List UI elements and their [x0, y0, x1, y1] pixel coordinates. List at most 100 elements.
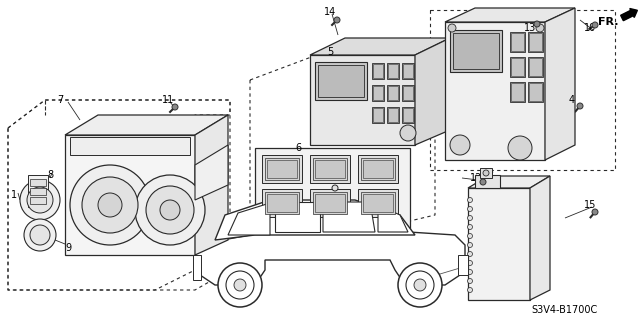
- Bar: [403, 64, 413, 78]
- Circle shape: [30, 225, 50, 245]
- Polygon shape: [415, 38, 450, 145]
- Bar: [318, 65, 364, 97]
- Text: 7: 7: [57, 95, 63, 105]
- Polygon shape: [310, 38, 450, 55]
- Ellipse shape: [467, 278, 472, 284]
- Ellipse shape: [467, 269, 472, 275]
- Text: 11: 11: [162, 95, 174, 105]
- Bar: [453, 33, 499, 69]
- Ellipse shape: [467, 243, 472, 247]
- Polygon shape: [378, 205, 408, 232]
- Circle shape: [450, 135, 470, 155]
- Circle shape: [483, 170, 489, 176]
- Bar: [30, 179, 46, 186]
- Bar: [511, 83, 524, 101]
- Bar: [388, 108, 398, 122]
- Text: 2: 2: [487, 170, 493, 180]
- Bar: [262, 189, 302, 217]
- Bar: [363, 160, 393, 178]
- Text: 13: 13: [524, 23, 536, 33]
- Bar: [255, 148, 410, 230]
- Bar: [70, 137, 190, 155]
- Bar: [387, 107, 399, 123]
- Bar: [402, 63, 414, 79]
- Ellipse shape: [467, 234, 472, 238]
- Polygon shape: [310, 55, 415, 145]
- Bar: [529, 58, 542, 76]
- Circle shape: [536, 24, 544, 32]
- Bar: [315, 194, 345, 212]
- Ellipse shape: [467, 252, 472, 257]
- Bar: [511, 58, 524, 76]
- Circle shape: [334, 17, 340, 23]
- Bar: [265, 192, 299, 214]
- Bar: [358, 155, 398, 183]
- Bar: [361, 158, 395, 180]
- Ellipse shape: [467, 260, 472, 266]
- Text: 14: 14: [324, 7, 336, 17]
- Bar: [363, 194, 393, 212]
- Text: 12: 12: [470, 173, 482, 183]
- Bar: [265, 158, 299, 180]
- Bar: [511, 33, 524, 51]
- Text: 10: 10: [584, 23, 596, 33]
- Circle shape: [400, 125, 416, 141]
- Circle shape: [24, 219, 56, 251]
- Circle shape: [508, 136, 532, 160]
- Bar: [480, 168, 492, 178]
- Circle shape: [20, 180, 60, 220]
- Circle shape: [414, 279, 426, 291]
- Bar: [310, 189, 350, 217]
- Bar: [373, 108, 383, 122]
- Bar: [528, 32, 543, 52]
- Polygon shape: [215, 200, 415, 240]
- Circle shape: [592, 209, 598, 215]
- Bar: [313, 158, 347, 180]
- Bar: [403, 108, 413, 122]
- Bar: [372, 63, 384, 79]
- Bar: [510, 32, 525, 52]
- Bar: [30, 188, 46, 195]
- Circle shape: [332, 185, 338, 191]
- Text: S3V4-B1700C: S3V4-B1700C: [532, 305, 598, 315]
- Bar: [267, 194, 297, 212]
- Bar: [450, 30, 502, 72]
- Bar: [373, 64, 383, 78]
- Text: 6: 6: [295, 143, 301, 153]
- Circle shape: [398, 263, 442, 307]
- Ellipse shape: [467, 287, 472, 292]
- Circle shape: [146, 186, 194, 234]
- Bar: [402, 107, 414, 123]
- Circle shape: [592, 22, 598, 28]
- Bar: [267, 160, 297, 178]
- Polygon shape: [65, 115, 228, 135]
- Ellipse shape: [467, 197, 472, 203]
- Polygon shape: [195, 115, 228, 255]
- Polygon shape: [468, 176, 550, 188]
- Bar: [310, 155, 350, 183]
- Polygon shape: [445, 22, 545, 160]
- Text: 9: 9: [65, 243, 71, 253]
- Bar: [315, 160, 345, 178]
- Bar: [388, 64, 398, 78]
- Text: 5: 5: [327, 47, 333, 57]
- Circle shape: [448, 24, 456, 32]
- Polygon shape: [545, 8, 575, 160]
- Circle shape: [480, 179, 486, 185]
- Polygon shape: [195, 225, 465, 285]
- Bar: [373, 86, 383, 100]
- Bar: [528, 82, 543, 102]
- Bar: [262, 155, 302, 183]
- Circle shape: [160, 200, 180, 220]
- Bar: [28, 175, 48, 207]
- FancyArrow shape: [621, 9, 637, 21]
- Ellipse shape: [467, 215, 472, 220]
- Circle shape: [406, 271, 434, 299]
- Polygon shape: [468, 188, 530, 300]
- Text: 4: 4: [569, 95, 575, 105]
- Text: 8: 8: [47, 170, 53, 180]
- Bar: [529, 83, 542, 101]
- Circle shape: [27, 187, 53, 213]
- Text: FR.: FR.: [598, 17, 618, 27]
- Circle shape: [577, 103, 583, 109]
